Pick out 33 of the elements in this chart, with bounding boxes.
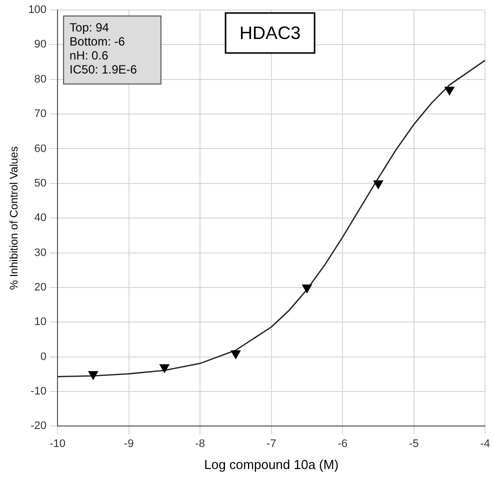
- point: [88, 371, 98, 380]
- y-axis-title: % Inhibition of Control Values: [8, 146, 21, 290]
- annotation: Bottom: -6: [70, 34, 126, 48]
- y-tick-label: 50: [34, 177, 47, 190]
- point: [302, 284, 312, 293]
- y-tick-label: 80: [34, 73, 47, 86]
- x-tick-label: -6: [338, 438, 348, 450]
- y-tick-label: 10: [34, 316, 47, 328]
- annotation: nH: 0.6: [70, 48, 109, 62]
- y-tick-label: 20: [34, 282, 47, 294]
- annotation: Top: 94: [70, 20, 110, 34]
- point: [230, 350, 241, 359]
- x-tick-label: -9: [124, 438, 134, 450]
- x-tick-label: -4: [480, 438, 490, 450]
- y-tick-label: 60: [34, 142, 47, 155]
- x-tick-label: -7: [266, 438, 276, 450]
- x-tick-label: -5: [408, 438, 419, 450]
- y-tick-label: 30: [34, 246, 47, 259]
- y-tick-label: 90: [34, 38, 47, 51]
- x-tick-label: -8: [195, 438, 205, 450]
- point: [444, 86, 454, 96]
- y-tick-label: -10: [30, 386, 47, 398]
- text: HDAC3: [240, 22, 301, 43]
- y-tick-label: 40: [34, 212, 47, 224]
- y-tick-label: 100: [28, 4, 47, 16]
- point: [373, 180, 384, 189]
- x-tick-label: -10: [50, 438, 66, 450]
- y-tick-label: 70: [34, 108, 47, 120]
- annotation: IC50: 1.9E-6: [70, 62, 138, 76]
- x-axis-title: Log compound 10a (M): [204, 456, 339, 472]
- y-tick-label: -20: [30, 420, 47, 432]
- y-tick-label: 0: [40, 350, 47, 363]
- point: [160, 364, 170, 373]
